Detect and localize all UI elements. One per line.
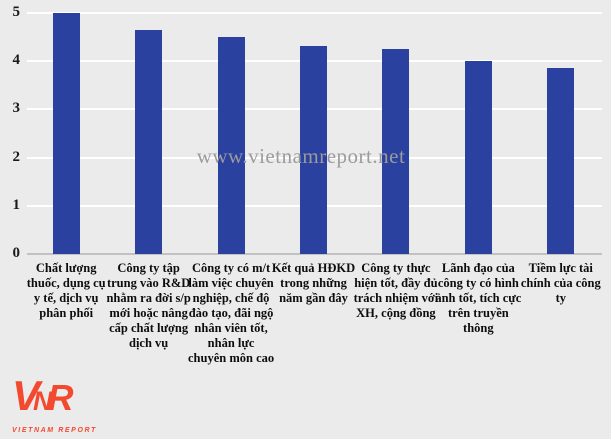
- x-category-label: Công ty có m/t làm việc chuyên nghiệp, c…: [188, 261, 275, 365]
- logo-caption: VIETNAM REPORT: [12, 427, 97, 434]
- vnr-logo: VNR VIETNAM REPORT: [12, 375, 102, 435]
- x-category-label: Công ty thực hiện tốt, đầy đủ trách nhiệ…: [353, 261, 439, 320]
- y-axis-tick-label: 3: [12, 100, 21, 117]
- y-axis-tick-label: 0: [12, 245, 21, 261]
- bar: [217, 37, 245, 254]
- x-category-label: Lãnh đạo của công ty có hình ảnh tốt, tí…: [435, 261, 522, 335]
- y-axis-tick-label: 1: [12, 196, 21, 213]
- bar: [52, 13, 80, 254]
- x-category-label: Tiềm lực tài chính của công ty: [520, 261, 601, 305]
- y-axis-tick-label: 4: [12, 52, 21, 69]
- logo-letter-n: N: [33, 386, 53, 416]
- bar: [300, 45, 327, 254]
- y-axis-tick-label: 5: [12, 4, 21, 20]
- logo-letter-v: V: [12, 372, 41, 419]
- vnr-logo-letters: VNR: [12, 375, 102, 426]
- bar: [464, 61, 492, 254]
- gridline-5: [27, 12, 602, 14]
- x-category-label: Chất lượng thuốc, dụng cụ y tế, dịch vụ …: [26, 261, 106, 320]
- x-category-label: Công ty tập trung vào R&D nhằm ra đời s/…: [106, 261, 191, 350]
- watermark: www.vietnamreport.net: [196, 144, 406, 168]
- x-axis-line: [27, 253, 602, 255]
- bar: [135, 29, 163, 254]
- bar: [382, 49, 410, 254]
- logo-letter-r: R: [47, 377, 74, 418]
- bar: [547, 68, 575, 254]
- x-category-label: Kết quả HĐKD trong những năm gần đây: [271, 261, 356, 305]
- y-axis-tick-label: 2: [12, 148, 21, 165]
